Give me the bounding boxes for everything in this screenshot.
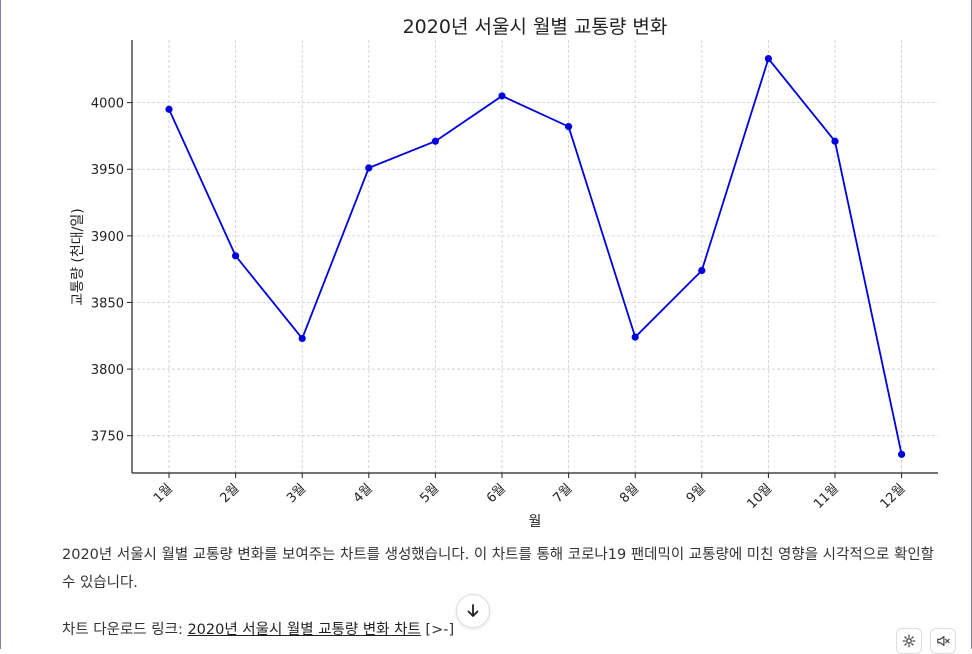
y-tick-label: 4000 [91, 97, 124, 112]
data-point [898, 450, 906, 458]
message-text: 2020년 서울시 월별 교통량 변화를 보여주는 차트를 생성했습니다. 이 … [62, 547, 935, 591]
download-line: 차트 다운로드 링크: 2020년 서울시 월별 교통량 변화 차트 [>-] [62, 618, 454, 639]
settings-button[interactable] [896, 628, 922, 654]
window-left-edge [0, 0, 1, 649]
x-tick-label: 5월 [417, 481, 442, 506]
data-point [232, 252, 240, 260]
x-tick-label: 10월 [744, 481, 775, 512]
x-tick-label: 2월 [218, 481, 243, 506]
x-axis-label: 월 [529, 514, 542, 530]
y-tick-label: 3750 [91, 430, 124, 445]
y-axis-ticks: 3750 3800 3850 3900 3950 4000 [91, 97, 132, 445]
mute-button[interactable] [930, 628, 956, 654]
chart-axes [131, 40, 938, 474]
y-axis-label: 교통량 (천대/일) [70, 208, 86, 305]
x-tick-label: 6월 [484, 481, 509, 506]
data-point [698, 266, 706, 275]
x-tick-label: 8월 [617, 481, 642, 506]
data-point [565, 123, 573, 131]
data-point [431, 137, 439, 145]
download-prefix: 차트 다운로드 링크: [62, 622, 188, 638]
data-point [831, 137, 839, 145]
x-tick-label: 1월 [151, 481, 176, 506]
x-tick-label: 9월 [684, 481, 709, 506]
chart-grid [132, 40, 938, 473]
data-point [631, 333, 639, 341]
download-chart-link[interactable]: 2020년 서울시 월별 교통량 변화 차트 [187, 622, 421, 638]
chart-series [165, 55, 906, 458]
data-point [498, 92, 506, 100]
speaker-muted-icon [937, 636, 950, 646]
series-line [168, 56, 903, 455]
y-tick-label: 3800 [91, 363, 124, 378]
x-tick-label: 4월 [351, 481, 376, 506]
arrow-down-icon [467, 604, 479, 617]
x-tick-label: 12월 [878, 481, 909, 512]
x-tick-label: 7월 [551, 481, 576, 506]
data-point [764, 55, 773, 63]
chart-title: 2020년 서울시 월별 교통량 변화 [403, 16, 668, 38]
assistant-message: 2020년 서울시 월별 교통량 변화를 보여주는 차트를 생성했습니다. 이 … [62, 541, 942, 597]
scroll-down-button[interactable] [456, 594, 490, 628]
x-tick-label: 3월 [284, 481, 309, 506]
line-chart: 2020년 서울시 월별 교통량 변화 3750 3800 3850 3900 3950… [70, 16, 938, 530]
y-tick-label: 3900 [91, 230, 124, 245]
gear-icon [902, 634, 916, 648]
download-link-icon[interactable]: [>-] [425, 622, 455, 638]
x-axis-ticks: 1월 2월 3월 4월 5월 6월 7월 8월 9월 10월 11월 12월 [151, 473, 909, 512]
y-tick-label: 3850 [91, 296, 124, 311]
data-point [165, 105, 173, 113]
data-point [298, 334, 306, 343]
x-tick-label: 11월 [811, 481, 842, 512]
data-point [365, 164, 373, 172]
y-tick-label: 3950 [91, 163, 124, 178]
